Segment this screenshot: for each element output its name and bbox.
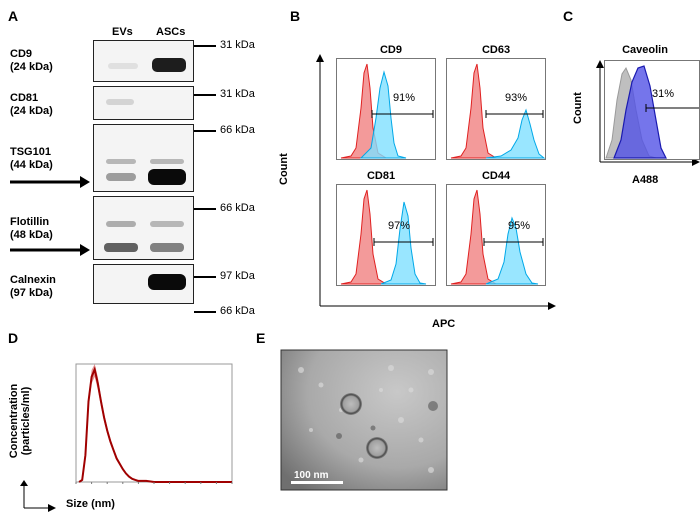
nta-xlabel: Size (nm)	[66, 498, 115, 510]
flow-plot-cd44	[446, 184, 546, 286]
blot-cd9	[93, 40, 194, 82]
band-asc-tsg101	[148, 169, 186, 185]
marker-tick-cd9	[194, 45, 216, 47]
protein-mw: (24 kDa)	[10, 105, 53, 117]
protein-mw: (97 kDa)	[10, 287, 53, 299]
flow-plot-cd9	[336, 58, 436, 160]
band-asc-tsg101-upper	[150, 159, 184, 164]
flow-title-caveolin: Caveolin	[622, 44, 668, 56]
marker-tick-cd81	[194, 94, 216, 96]
nta-ylabel: Concentration (particles/ml)	[8, 366, 32, 476]
arrow-tsg101	[10, 176, 90, 188]
marker-label-tsg101: 66 kDa	[220, 124, 255, 136]
band-ev-tsg101-upper	[106, 159, 136, 164]
marker-tick-calnexin-97	[194, 276, 216, 278]
flow-title-cd63: CD63	[481, 44, 511, 56]
marker-label-cd9: 31 kDa	[220, 39, 255, 51]
nta-error-band	[79, 364, 232, 482]
flow-b-axes	[316, 54, 556, 310]
flow-plot-caveolin	[604, 60, 700, 160]
flow-percent-caveolin: 31%	[652, 88, 675, 100]
panel-label-a: A	[8, 8, 19, 24]
protein-name: Flotillin	[10, 216, 50, 228]
flow-title-cd9: CD9	[379, 44, 402, 56]
band-asc-flotillin-upper	[150, 221, 184, 227]
blot-flotillin	[93, 196, 194, 260]
nta-axes	[20, 480, 56, 512]
nta-series-line	[78, 366, 232, 483]
blot-label-tsg101: TSG101 (44 kDa)	[10, 146, 53, 172]
flow-percent-cd44: 95%	[508, 220, 531, 232]
blot-label-flotillin: Flotillin (48 kDa)	[10, 216, 53, 242]
flow-percent-cd81: 97%	[388, 220, 411, 232]
nta-plot-frame	[75, 363, 233, 483]
marker-label-calnexin-97: 97 kDa	[220, 270, 255, 282]
marker-tick-calnexin-66	[194, 311, 216, 313]
lane-label-evs: EVs	[112, 26, 133, 38]
tem-micrograph	[280, 349, 448, 491]
panel-label-c: C	[563, 8, 574, 24]
marker-tick-flotillin	[194, 208, 216, 210]
band-asc-calnexin	[148, 274, 186, 290]
band-ev-flotillin	[104, 243, 138, 252]
band-ev-flotillin-upper	[106, 221, 136, 227]
band-ev-cd81	[106, 99, 134, 105]
flow-percent-cd9: 91%	[393, 92, 416, 104]
flow-plot-cd81	[336, 184, 436, 286]
flow-title-cd44: CD44	[481, 170, 511, 182]
marker-label-calnexin-66: 66 kDa	[220, 305, 255, 317]
band-ev-cd9	[108, 63, 138, 69]
arrow-flotillin	[10, 244, 90, 256]
protein-name: Calnexin	[10, 274, 56, 286]
protein-mw: (24 kDa)	[10, 61, 53, 73]
blot-tsg101	[93, 124, 194, 192]
lane-label-ascs: ASCs	[156, 26, 186, 38]
blot-calnexin	[93, 264, 194, 304]
vesicle-2	[366, 437, 388, 459]
band-asc-flotillin	[150, 243, 184, 252]
marker-tick-tsg101	[194, 130, 216, 132]
flow-plot-cd63	[446, 58, 546, 160]
protein-name: CD9	[10, 48, 33, 60]
nta-chart	[75, 363, 233, 484]
vesicle-1	[340, 393, 362, 415]
panel-label-d: D	[8, 330, 19, 346]
panel-label-e: E	[256, 330, 266, 346]
flow-title-cd81: CD81	[366, 170, 396, 182]
blot-label-calnexin: Calnexin (97 kDa)	[10, 274, 56, 300]
blot-label-cd9: CD9 (24 kDa)	[10, 48, 53, 74]
protein-mw: (44 kDa)	[10, 159, 53, 171]
protein-name: CD81	[10, 92, 39, 104]
flow-c-ylabel: Count	[572, 92, 584, 124]
flow-b-ylabel: Count	[278, 153, 290, 185]
panel-label-b: B	[290, 8, 301, 24]
band-asc-cd9	[152, 58, 186, 72]
marker-label-cd81: 31 kDa	[220, 88, 255, 100]
tem-scale-bar-label: 100 nm	[294, 470, 329, 481]
blot-label-cd81: CD81 (24 kDa)	[10, 92, 53, 118]
protein-name: TSG101	[10, 146, 51, 158]
flow-c-xlabel: A488	[632, 174, 659, 186]
protein-mw: (48 kDa)	[10, 229, 53, 241]
blot-cd81	[93, 86, 194, 120]
flow-percent-cd63: 93%	[505, 92, 528, 104]
marker-label-flotillin: 66 kDa	[220, 202, 255, 214]
nta-ylabel-text: Concentration (particles/ml)	[8, 383, 32, 459]
flow-b-xlabel: APC	[432, 318, 456, 330]
band-ev-tsg101	[106, 173, 136, 181]
